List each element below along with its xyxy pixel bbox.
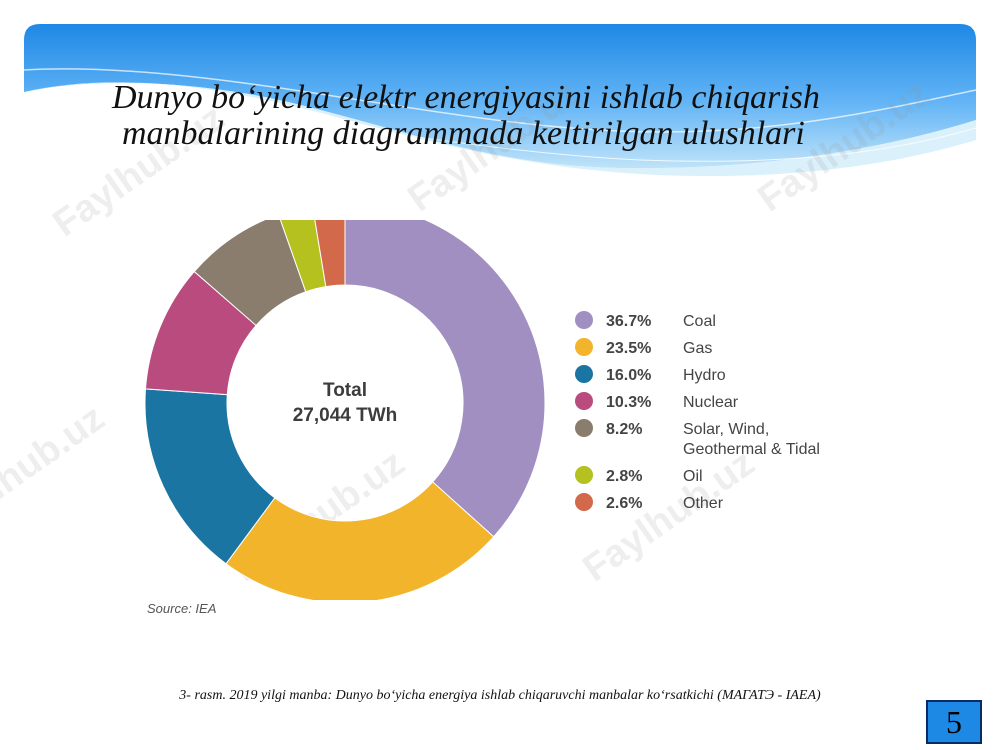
donut-chart: Total 27,044 TWh 36.7% Coal 23.5% Gas 16.0% H… bbox=[144, 220, 820, 600]
legend-percent-other: 2.6% bbox=[606, 495, 642, 512]
legend-label-hydro: Hydro bbox=[683, 367, 726, 384]
legend-marker-oil bbox=[575, 466, 593, 484]
center-label-value: 27,044 TWh bbox=[293, 405, 398, 426]
legend-marker-coal bbox=[575, 311, 593, 329]
page-number: 5 bbox=[926, 700, 982, 744]
legend-percent-gas: 23.5% bbox=[606, 340, 651, 357]
slide-title: Dunyo bo‘yicha elektr energiyasini ishla… bbox=[112, 80, 932, 152]
legend-percent-coal: 36.7% bbox=[606, 313, 651, 330]
donut-slice-gas bbox=[225, 481, 495, 600]
legend-label-nuclear: Nuclear bbox=[683, 394, 739, 411]
slide-title-line-1: Dunyo bo‘yicha elektr energiyasini ishla… bbox=[112, 79, 820, 116]
donut-slice-other bbox=[314, 220, 346, 288]
watermark: Faylhub.uz bbox=[0, 396, 113, 546]
figure-caption: 3- rasm. 2019 yilgi manba: Dunyo bo‘yich… bbox=[179, 688, 821, 703]
donut-slice-solar bbox=[193, 220, 307, 327]
legend-marker-nuclear bbox=[575, 392, 593, 410]
legend-percent-hydro: 16.0% bbox=[606, 367, 651, 384]
legend-label-gas: Gas bbox=[683, 340, 712, 357]
donut-slice-coal bbox=[344, 220, 546, 538]
center-label-total: Total bbox=[323, 380, 367, 401]
legend-marker-gas bbox=[575, 338, 593, 356]
legend-marker-other bbox=[575, 493, 593, 511]
legend-label-other: Other bbox=[683, 495, 724, 512]
header-banner bbox=[23, 24, 977, 177]
source-note: Source: IEA bbox=[147, 601, 217, 616]
legend-label-coal: Coal bbox=[683, 313, 716, 330]
legend-marker-hydro bbox=[575, 365, 593, 383]
legend-label-solar: Geothermal & Tidal bbox=[683, 441, 820, 458]
legend-label-oil: Oil bbox=[683, 468, 703, 485]
legend-label-solar: Solar, Wind, bbox=[683, 421, 769, 438]
legend-percent-oil: 2.8% bbox=[606, 468, 642, 485]
slide-title-line-2: manbalarining diagrammada keltirilgan ul… bbox=[122, 115, 805, 152]
legend-percent-nuclear: 10.3% bbox=[606, 394, 651, 411]
legend-marker-solar bbox=[575, 419, 593, 437]
legend-percent-solar: 8.2% bbox=[606, 421, 642, 438]
